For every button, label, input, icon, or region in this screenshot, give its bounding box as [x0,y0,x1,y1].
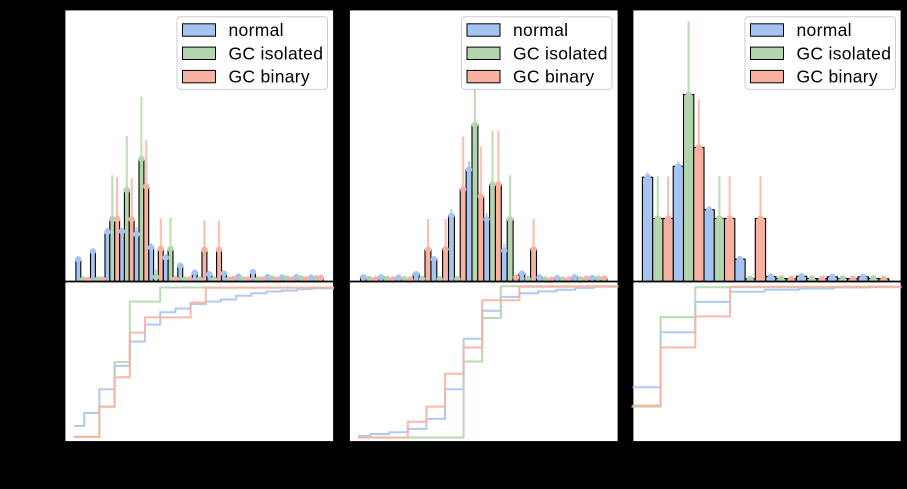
svg-text:GC binary: GC binary [229,67,310,87]
svg-text:GC isolated: GC isolated [513,43,608,63]
svg-text:normal: normal [797,20,852,40]
svg-text:GC isolated: GC isolated [797,43,892,63]
svg-text:normal: normal [229,20,284,40]
svg-text:normal: normal [513,20,568,40]
svg-text:GC isolated: GC isolated [229,43,324,63]
svg-text:GC binary: GC binary [513,67,594,87]
svg-text:GC binary: GC binary [797,67,878,87]
